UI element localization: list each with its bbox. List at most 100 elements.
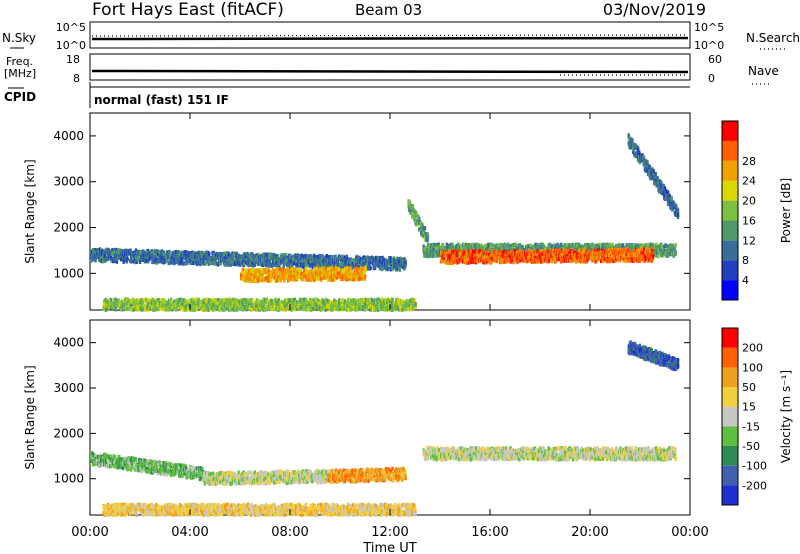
data-cell <box>518 245 522 250</box>
data-cell <box>467 246 470 251</box>
data-cell <box>399 307 402 312</box>
data-cell <box>273 273 276 278</box>
data-cell <box>143 250 146 255</box>
data-cell <box>243 261 246 266</box>
cpid-text: normal (fast) 151 IF <box>94 93 229 107</box>
data-cell <box>308 254 311 259</box>
data-cell <box>345 300 348 305</box>
data-cell <box>313 278 316 282</box>
data-cell <box>433 242 436 247</box>
data-cell <box>280 267 283 272</box>
data-cell <box>277 298 280 303</box>
data-cell <box>141 307 144 312</box>
data-cell <box>462 255 465 260</box>
data-cell <box>214 258 217 263</box>
data-cell <box>320 276 323 281</box>
data-cell <box>367 255 370 260</box>
data-cell <box>214 261 217 266</box>
data-cell <box>302 302 305 307</box>
data-cell <box>455 255 458 260</box>
data-cell <box>253 254 257 259</box>
data-cell <box>516 246 520 251</box>
data-cell <box>518 243 522 248</box>
data-cell <box>228 297 231 302</box>
data-cell <box>253 276 257 281</box>
data-cell <box>246 259 250 264</box>
data-cell <box>136 257 140 262</box>
data-cell <box>377 300 380 305</box>
data-cell <box>166 258 169 263</box>
data-cell <box>265 278 268 283</box>
data-cell <box>316 254 320 259</box>
data-cell <box>289 271 292 276</box>
data-cell <box>297 306 300 311</box>
data-cell <box>113 247 116 252</box>
data-cell <box>498 256 501 260</box>
data-cell <box>673 250 676 255</box>
data-cell <box>497 251 500 255</box>
data-cell <box>255 268 258 273</box>
data-cell <box>608 242 612 247</box>
data-cell <box>94 258 97 263</box>
data-cell <box>245 277 248 282</box>
data-cell <box>289 253 292 258</box>
data-cell <box>411 297 415 302</box>
data-cell <box>388 267 392 272</box>
data-cell <box>487 243 490 248</box>
data-cell <box>176 256 179 261</box>
data-cell <box>326 302 330 307</box>
data-cell <box>638 246 641 251</box>
data-cell <box>136 304 139 309</box>
data-cell <box>360 260 363 265</box>
data-cell <box>261 259 265 264</box>
data-cell <box>547 246 550 251</box>
data-cell <box>394 307 397 312</box>
data-cell <box>647 243 650 248</box>
data-cell <box>91 254 94 259</box>
data-cell <box>355 267 358 272</box>
data-cell <box>192 303 195 307</box>
data-cell <box>135 259 138 264</box>
data-cell <box>128 251 132 256</box>
data-cell <box>449 242 452 247</box>
data-cell <box>221 303 225 308</box>
data-cell <box>370 297 373 302</box>
data-cell <box>160 298 163 303</box>
data-cell <box>190 307 193 312</box>
data-cell <box>656 254 660 259</box>
data-cell <box>217 252 220 257</box>
data-cell <box>529 243 532 248</box>
data-cell <box>341 276 345 281</box>
data-cell <box>371 305 375 310</box>
data-cell <box>253 259 256 264</box>
data-cell <box>250 277 253 282</box>
data-cell <box>180 250 183 255</box>
data-cell <box>475 258 478 263</box>
data-cell <box>170 256 173 261</box>
data-cell <box>652 243 655 248</box>
data-cell <box>249 299 252 303</box>
data-cell <box>397 298 400 303</box>
data-cell <box>668 252 671 256</box>
data-cell <box>245 272 248 277</box>
data-cell <box>211 307 215 312</box>
data-cell <box>276 305 280 310</box>
data-cell <box>341 256 345 260</box>
data-cell <box>261 302 265 307</box>
data-cell <box>491 243 495 248</box>
data-cell <box>348 304 351 309</box>
data-cell <box>398 267 402 272</box>
data-cell <box>331 277 334 282</box>
data-cell <box>400 299 403 304</box>
data-cell <box>368 261 371 266</box>
data-cell <box>349 307 352 312</box>
data-cell <box>319 303 322 308</box>
data-cell <box>271 267 275 272</box>
data-cell <box>284 258 287 263</box>
data-cell <box>152 259 155 264</box>
data-cell <box>278 268 281 273</box>
beam-title: Beam 03 <box>355 1 422 19</box>
data-cell <box>144 307 147 312</box>
data-cell <box>364 302 367 307</box>
data-cell <box>432 247 435 252</box>
